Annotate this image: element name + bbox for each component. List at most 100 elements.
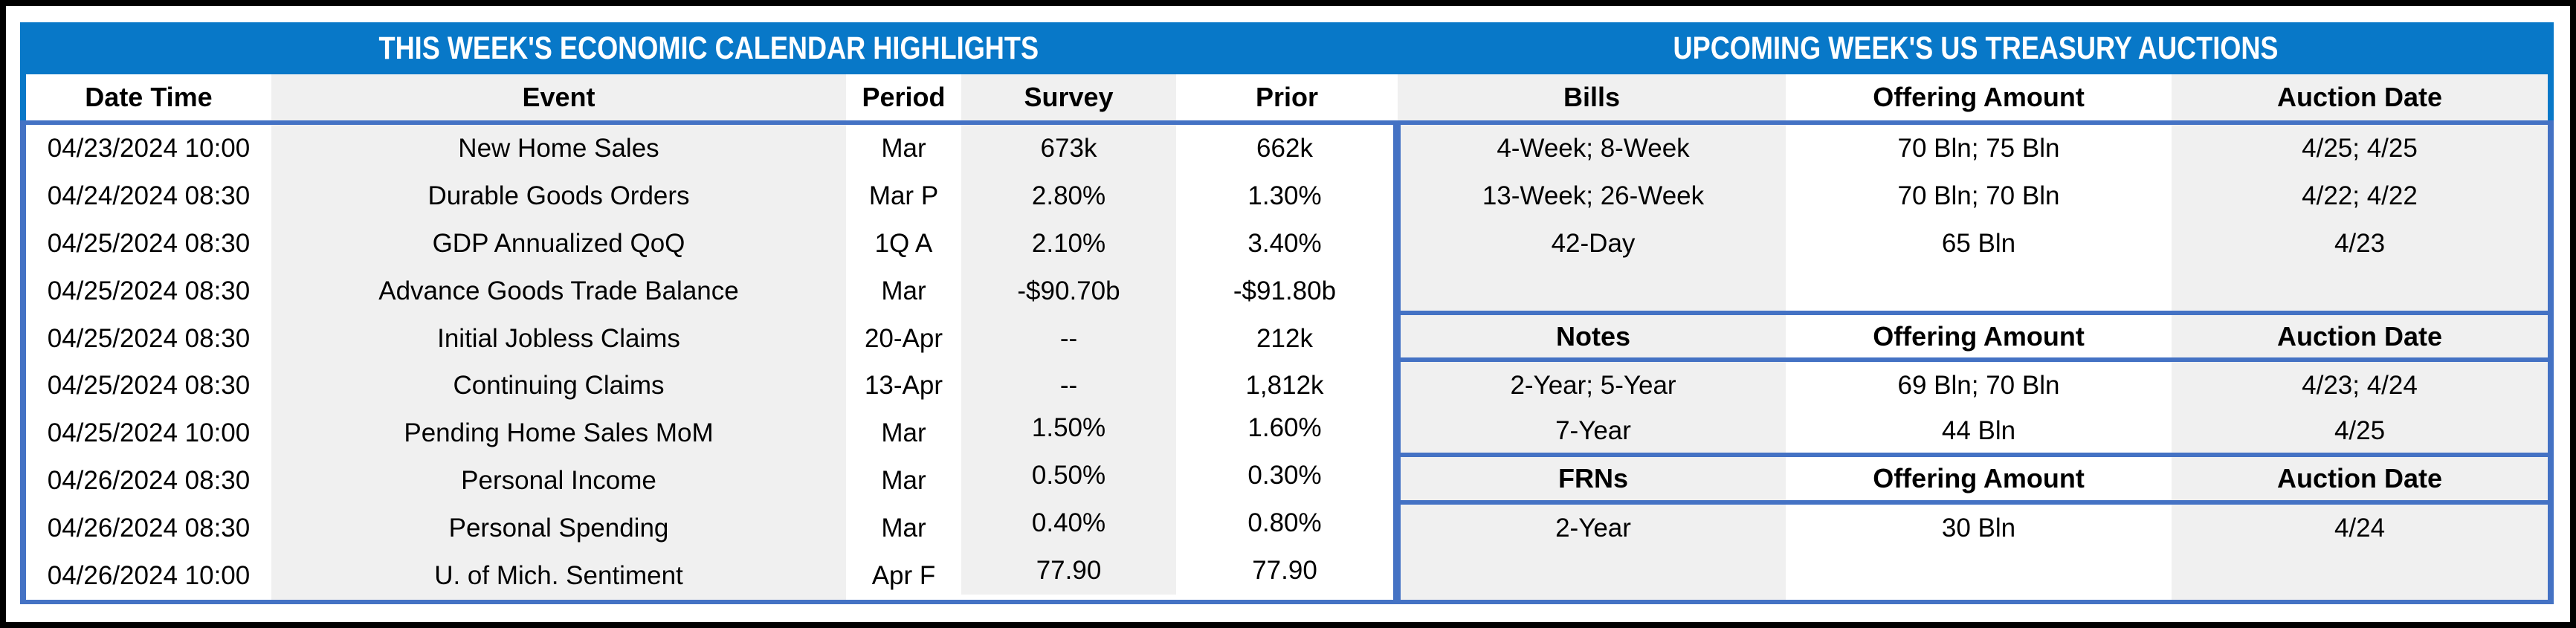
calendar-row: 04/26/2024 08:30 Personal Income Mar 0.5… <box>26 452 1393 505</box>
cell-date-time: 04/25/2024 08:30 <box>26 267 271 315</box>
cell-survey: 0.50% <box>961 452 1176 500</box>
cell-event: Advance Goods Trade Balance <box>271 267 846 315</box>
calendar-table-body: 04/23/2024 10:00 New Home Sales Mar 673k… <box>26 125 1393 600</box>
cell-date-time: 04/24/2024 08:30 <box>26 172 271 220</box>
subheader-frns: FRNs <box>1401 457 1786 501</box>
cell-survey: 77.90 <box>961 547 1176 595</box>
table-left-border <box>20 120 26 604</box>
cell-security: 2-Year; 5-Year <box>1401 362 1786 410</box>
cell-auction-date: 4/25; 4/25 <box>2172 125 2548 172</box>
cell-date-time: 04/25/2024 10:00 <box>26 410 271 458</box>
cell-prior: 212k <box>1176 314 1393 363</box>
cell-period: Mar <box>846 267 961 315</box>
cell-offering: 70 Bln; 70 Bln <box>1786 172 2172 220</box>
cell-auction-date: 4/25 <box>2172 410 2548 453</box>
cell-date-time: 04/25/2024 08:30 <box>26 219 271 268</box>
cell-period: 20-Apr <box>846 314 961 363</box>
cell-offering: 70 Bln; 75 Bln <box>1786 125 2172 172</box>
cell-period: Mar P <box>846 172 961 220</box>
cell-event: Continuing Claims <box>271 362 846 410</box>
cell-auction-date <box>2172 267 2548 311</box>
cell-offering <box>1786 267 2172 311</box>
auctions-table-body: 4-Week; 8-Week 70 Bln; 75 Bln 4/25; 4/25… <box>1401 125 2548 600</box>
auction-row: 4-Week; 8-Week 70 Bln; 75 Bln 4/25; 4/25 <box>1401 125 2548 172</box>
auction-row-empty <box>1401 267 2548 315</box>
cell-date-time: 04/25/2024 08:30 <box>26 362 271 410</box>
cell-security: 7-Year <box>1401 410 1786 453</box>
calendar-row: 04/25/2024 10:00 Pending Home Sales MoM … <box>26 404 1393 458</box>
cell-auction-date <box>2172 552 2548 600</box>
column-header-row: Date Time Event Period Survey Prior Bill… <box>26 74 2548 120</box>
subheader-offering-amount: Offering Amount <box>1786 457 2172 501</box>
cell-prior: 1,812k <box>1176 362 1393 410</box>
cell-offering: 30 Bln <box>1786 505 2172 553</box>
cell-survey: -- <box>961 362 1176 410</box>
header-auction-date: Auction Date <box>2172 74 2548 120</box>
cell-prior: 77.90 <box>1176 547 1393 595</box>
cell-survey: -- <box>961 314 1176 363</box>
header-right-border <box>2548 74 2554 120</box>
calendar-row: 04/26/2024 10:00 U. of Mich. Sentiment A… <box>26 547 1393 600</box>
title-bar <box>20 22 2554 74</box>
cell-auction-date: 4/23; 4/24 <box>2172 362 2548 410</box>
cell-event: Personal Spending <box>271 505 846 553</box>
cell-security: 2-Year <box>1401 505 1786 553</box>
calendar-row: 04/25/2024 08:30 Initial Jobless Claims … <box>26 314 1393 363</box>
auctions-title-zone: UPCOMING WEEK'S US TREASURY AUCTIONS <box>1398 22 2554 74</box>
auction-row-empty <box>1401 552 2548 600</box>
calendar-title: THIS WEEK'S ECONOMIC CALENDAR HIGHLIGHTS <box>378 30 1039 66</box>
auction-row: 2-Year; 5-Year 69 Bln; 70 Bln 4/23; 4/24 <box>1401 362 2548 410</box>
cell-event: Durable Goods Orders <box>271 172 846 220</box>
cell-auction-date: 4/24 <box>2172 505 2548 553</box>
cell-period: 1Q A <box>846 219 961 268</box>
cell-survey: 0.40% <box>961 499 1176 548</box>
subheader-offering-amount: Offering Amount <box>1786 314 2172 358</box>
calendar-row: 04/26/2024 08:30 Personal Spending Mar 0… <box>26 499 1393 553</box>
cell-event: Pending Home Sales MoM <box>271 410 846 458</box>
table-bottom-border <box>20 600 2554 604</box>
cell-date-time: 04/25/2024 08:30 <box>26 314 271 363</box>
auctions-title: UPCOMING WEEK'S US TREASURY AUCTIONS <box>1673 30 2279 66</box>
cell-security: 4-Week; 8-Week <box>1401 125 1786 172</box>
auction-row: 42-Day 65 Bln 4/23 <box>1401 219 2548 268</box>
cell-offering: 44 Bln <box>1786 410 2172 453</box>
cell-survey: 1.50% <box>961 404 1176 453</box>
cell-prior: 3.40% <box>1176 219 1393 268</box>
cell-period: Mar <box>846 410 961 458</box>
cell-survey: -$90.70b <box>961 267 1176 315</box>
cell-security: 13-Week; 26-Week <box>1401 172 1786 220</box>
cell-date-time: 04/26/2024 08:30 <box>26 505 271 553</box>
cell-prior: -$91.80b <box>1176 267 1393 315</box>
cell-event: U. of Mich. Sentiment <box>271 552 846 600</box>
cell-offering <box>1786 552 2172 600</box>
tables-divider-border <box>1393 125 1401 600</box>
cell-survey: 2.80% <box>961 172 1176 220</box>
calendar-title-zone: THIS WEEK'S ECONOMIC CALENDAR HIGHLIGHTS <box>20 22 1398 74</box>
cell-prior: 1.60% <box>1176 404 1393 453</box>
header-left-border <box>20 74 26 120</box>
cell-date-time: 04/23/2024 10:00 <box>26 125 271 172</box>
cell-survey: 2.10% <box>961 219 1176 268</box>
header-bills: Bills <box>1398 74 1786 120</box>
header-survey: Survey <box>961 74 1176 120</box>
cell-prior: 1.30% <box>1176 172 1393 220</box>
subheader-auction-date: Auction Date <box>2172 457 2548 501</box>
cell-event: Initial Jobless Claims <box>271 314 846 363</box>
calendar-row: 04/25/2024 08:30 Continuing Claims 13-Ap… <box>26 362 1393 410</box>
cell-security: 42-Day <box>1401 219 1786 268</box>
calendar-row: 04/25/2024 08:30 Advance Goods Trade Bal… <box>26 267 1393 315</box>
cell-period: 13-Apr <box>846 362 961 410</box>
header-offering-amount: Offering Amount <box>1786 74 2172 120</box>
cell-auction-date: 4/22; 4/22 <box>2172 172 2548 220</box>
table-right-border <box>2548 120 2554 604</box>
cell-offering: 69 Bln; 70 Bln <box>1786 362 2172 410</box>
subheader-auction-date: Auction Date <box>2172 314 2548 358</box>
cell-event: New Home Sales <box>271 125 846 172</box>
cell-period: Mar <box>846 125 961 172</box>
cell-offering: 65 Bln <box>1786 219 2172 268</box>
cell-period: Mar <box>846 505 961 553</box>
auction-subheader-frns: FRNs Offering Amount Auction Date <box>1401 457 2548 505</box>
cell-period: Apr F <box>846 552 961 600</box>
cell-prior: 662k <box>1176 125 1393 172</box>
